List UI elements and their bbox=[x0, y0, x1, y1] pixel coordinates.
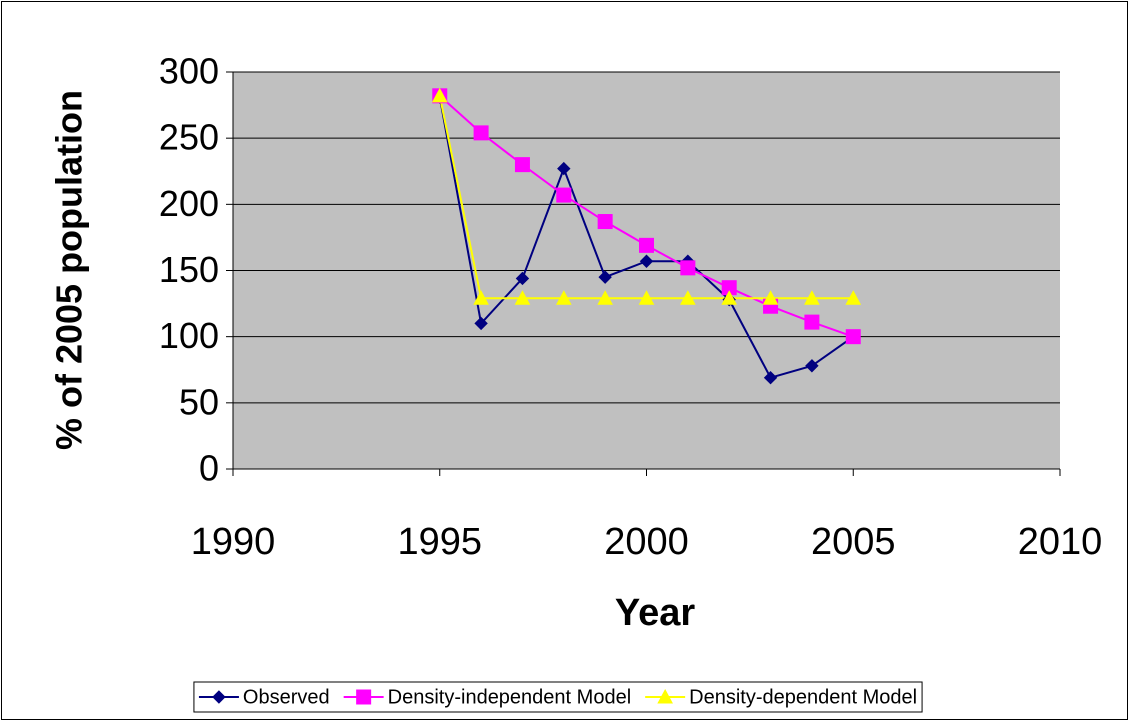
y-tick-label: 150 bbox=[159, 249, 219, 290]
marker bbox=[845, 329, 861, 345]
x-tick-label: 1995 bbox=[397, 521, 482, 563]
x-tick-label: 2010 bbox=[1018, 521, 1103, 563]
marker bbox=[597, 214, 613, 230]
marker bbox=[721, 290, 738, 305]
legend-marker bbox=[356, 689, 372, 705]
legend: Observed Density-independent Model Density… bbox=[193, 681, 923, 713]
legend-marker bbox=[657, 688, 673, 704]
marker bbox=[680, 290, 696, 305]
legend-item: Density-dependent Model bbox=[645, 686, 917, 708]
marker bbox=[762, 290, 779, 305]
x-tick-label: 2000 bbox=[604, 521, 689, 563]
y-tick-label: 100 bbox=[159, 315, 219, 356]
x-axis-label: Year bbox=[615, 592, 696, 634]
marker bbox=[557, 161, 571, 176]
marker bbox=[805, 359, 819, 373]
legend-item: Observed bbox=[198, 686, 330, 708]
x-tick-label: 2005 bbox=[811, 521, 896, 563]
marker bbox=[514, 290, 531, 305]
y-tick-label: 300 bbox=[159, 51, 219, 92]
y-tick-label: 200 bbox=[159, 183, 219, 224]
marker bbox=[680, 260, 696, 276]
marker bbox=[763, 370, 778, 385]
marker bbox=[431, 87, 448, 103]
legend-label: Observed bbox=[243, 686, 330, 708]
y-tick-label: 250 bbox=[159, 117, 219, 158]
marker bbox=[555, 290, 572, 305]
marker bbox=[597, 290, 613, 305]
y-tick-label: 50 bbox=[179, 381, 219, 422]
marker bbox=[598, 270, 612, 284]
marker bbox=[804, 290, 820, 305]
legend-item: Density-independent Model bbox=[343, 686, 632, 708]
y-axis-label: % of 2005 population bbox=[49, 90, 90, 450]
marker bbox=[845, 290, 862, 305]
marker bbox=[639, 254, 654, 268]
marker bbox=[638, 290, 655, 305]
legend-label: Density-independent Model bbox=[388, 686, 632, 708]
marker bbox=[474, 316, 488, 331]
marker bbox=[473, 125, 489, 141]
x-tick-label: 1990 bbox=[191, 521, 276, 563]
marker bbox=[639, 237, 654, 253]
marker bbox=[804, 314, 820, 330]
marker bbox=[473, 290, 489, 305]
legend-label: Density-dependent Model bbox=[689, 686, 917, 708]
marker bbox=[515, 271, 530, 286]
legend-box bbox=[193, 681, 923, 713]
marker bbox=[514, 157, 530, 173]
y-tick-label: 0 bbox=[199, 448, 219, 489]
marker bbox=[556, 187, 572, 203]
legend-marker bbox=[212, 690, 226, 704]
